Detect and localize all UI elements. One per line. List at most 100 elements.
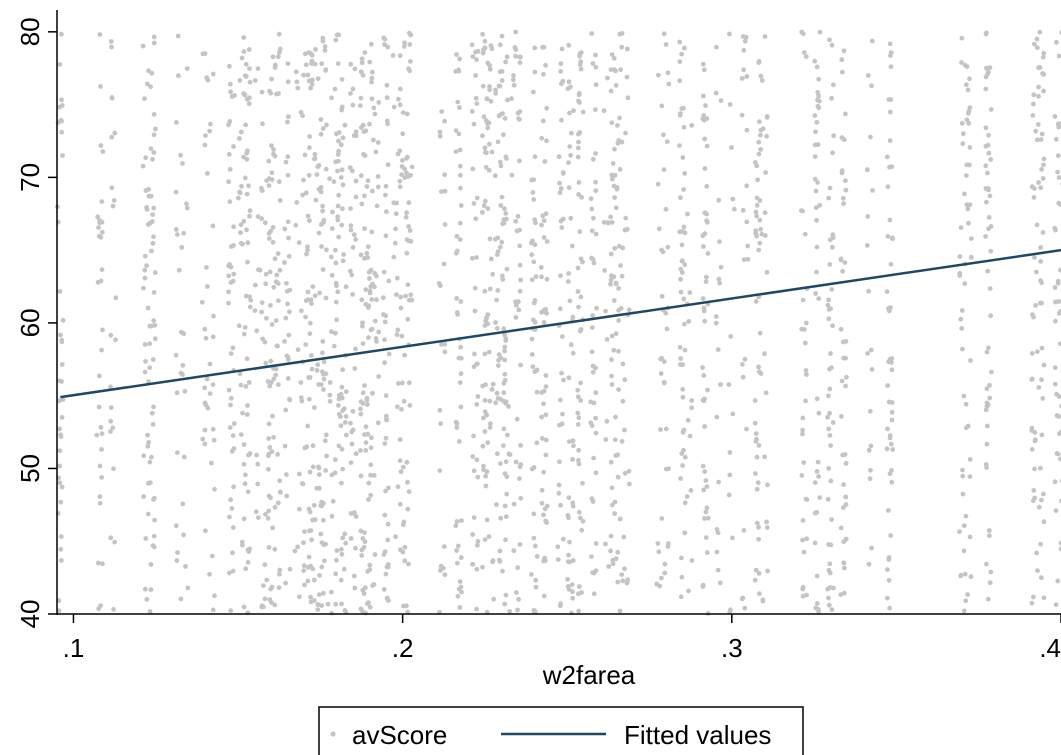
scatter-point <box>308 528 314 533</box>
scatter-point <box>800 537 805 543</box>
scatter-point <box>404 155 409 161</box>
scatter-point <box>210 607 216 613</box>
scatter-point <box>408 292 414 298</box>
scatter-point <box>285 301 290 307</box>
scatter-point <box>609 357 614 363</box>
scatter-point <box>890 235 895 241</box>
scatter-point <box>329 589 334 595</box>
scatter-point <box>277 46 283 52</box>
scatter-point <box>1058 456 1061 462</box>
scatter-point <box>868 443 874 449</box>
scatter-point <box>323 468 328 473</box>
scatter-point <box>1040 396 1046 401</box>
scatter-point <box>238 129 244 135</box>
scatter-point <box>231 421 237 427</box>
scatter-point <box>742 605 748 611</box>
scatter-point <box>319 503 324 509</box>
scatter-point <box>285 376 291 381</box>
scatter-point <box>301 568 307 574</box>
scatter-point <box>302 152 308 158</box>
scatter-point <box>60 317 66 323</box>
scatter-point <box>333 260 339 266</box>
scatter-point <box>237 371 243 377</box>
scatter-point <box>576 415 582 421</box>
scatter-point <box>825 496 831 502</box>
scatter-point <box>375 420 381 426</box>
scatter-point <box>688 488 694 493</box>
scatter-point <box>593 151 598 156</box>
scatter-point <box>703 509 709 515</box>
scatter-point <box>609 485 615 491</box>
scatter-point <box>614 186 620 192</box>
scatter-point <box>1029 377 1035 382</box>
scatter-point <box>358 411 364 417</box>
scatter-point <box>866 288 871 294</box>
scatter-point <box>611 298 617 303</box>
scatter-point <box>543 373 549 378</box>
scatter-point <box>682 45 687 51</box>
scatter-point <box>609 333 615 339</box>
scatter-point <box>593 541 599 546</box>
scatter-point <box>385 521 391 527</box>
scatter-point <box>285 79 291 85</box>
scatter-point <box>489 46 495 52</box>
scatter-point <box>682 321 687 327</box>
scatter-point <box>516 116 522 121</box>
scatter-point <box>594 305 599 311</box>
scatter-point <box>539 487 545 493</box>
scatter-point <box>276 585 282 591</box>
scatter-point <box>830 420 836 425</box>
scatter-point <box>270 54 276 60</box>
scatter-point <box>59 362 65 367</box>
scatter-point <box>754 486 760 492</box>
scatter-point <box>480 564 485 570</box>
scatter-point <box>493 400 499 406</box>
scatter-point <box>315 607 321 612</box>
scatter-point <box>984 400 990 406</box>
scatter-point <box>987 382 992 388</box>
scatter-point <box>570 350 576 356</box>
scatter-point <box>827 386 833 392</box>
scatter-point <box>1053 508 1059 513</box>
scatter-point <box>753 230 759 236</box>
x-tick-label: .3 <box>721 633 743 663</box>
scatter-point <box>259 185 264 191</box>
scatter-point <box>243 61 249 67</box>
scatter-point <box>493 87 498 93</box>
scatter-point <box>181 331 187 337</box>
scatter-point <box>1029 447 1035 452</box>
scatter-point <box>841 482 846 488</box>
scatter-point <box>685 417 691 423</box>
scatter-point <box>1052 114 1058 119</box>
scatter-point <box>829 95 834 101</box>
scatter-point <box>957 254 963 259</box>
scatter-point <box>243 472 248 478</box>
scatter-point <box>409 164 415 170</box>
scatter-point <box>760 597 766 603</box>
scatter-point <box>359 201 365 207</box>
scatter-point <box>870 188 875 193</box>
scatter-point <box>701 244 706 249</box>
scatter-point <box>59 484 65 490</box>
scatter-point <box>283 407 289 413</box>
scatter-point <box>276 179 282 185</box>
scatter-point <box>612 146 617 152</box>
scatter-point <box>560 334 565 339</box>
scatter-point <box>531 511 537 517</box>
scatter-point <box>97 217 102 223</box>
scatter-point <box>678 476 683 481</box>
scatter-point <box>238 222 244 228</box>
scatter-point <box>801 460 807 465</box>
scatter-point <box>490 381 496 387</box>
scatter-point <box>965 592 970 597</box>
scatter-point <box>247 213 252 219</box>
scatter-point <box>57 463 62 469</box>
scatter-point <box>100 149 106 155</box>
scatter-point <box>402 544 408 550</box>
scatter-point <box>755 177 760 183</box>
scatter-point <box>959 308 965 313</box>
scatter-point <box>497 559 503 564</box>
x-tick-label: .1 <box>63 633 85 663</box>
scatter-point <box>99 347 104 353</box>
scatter-point <box>152 322 158 328</box>
